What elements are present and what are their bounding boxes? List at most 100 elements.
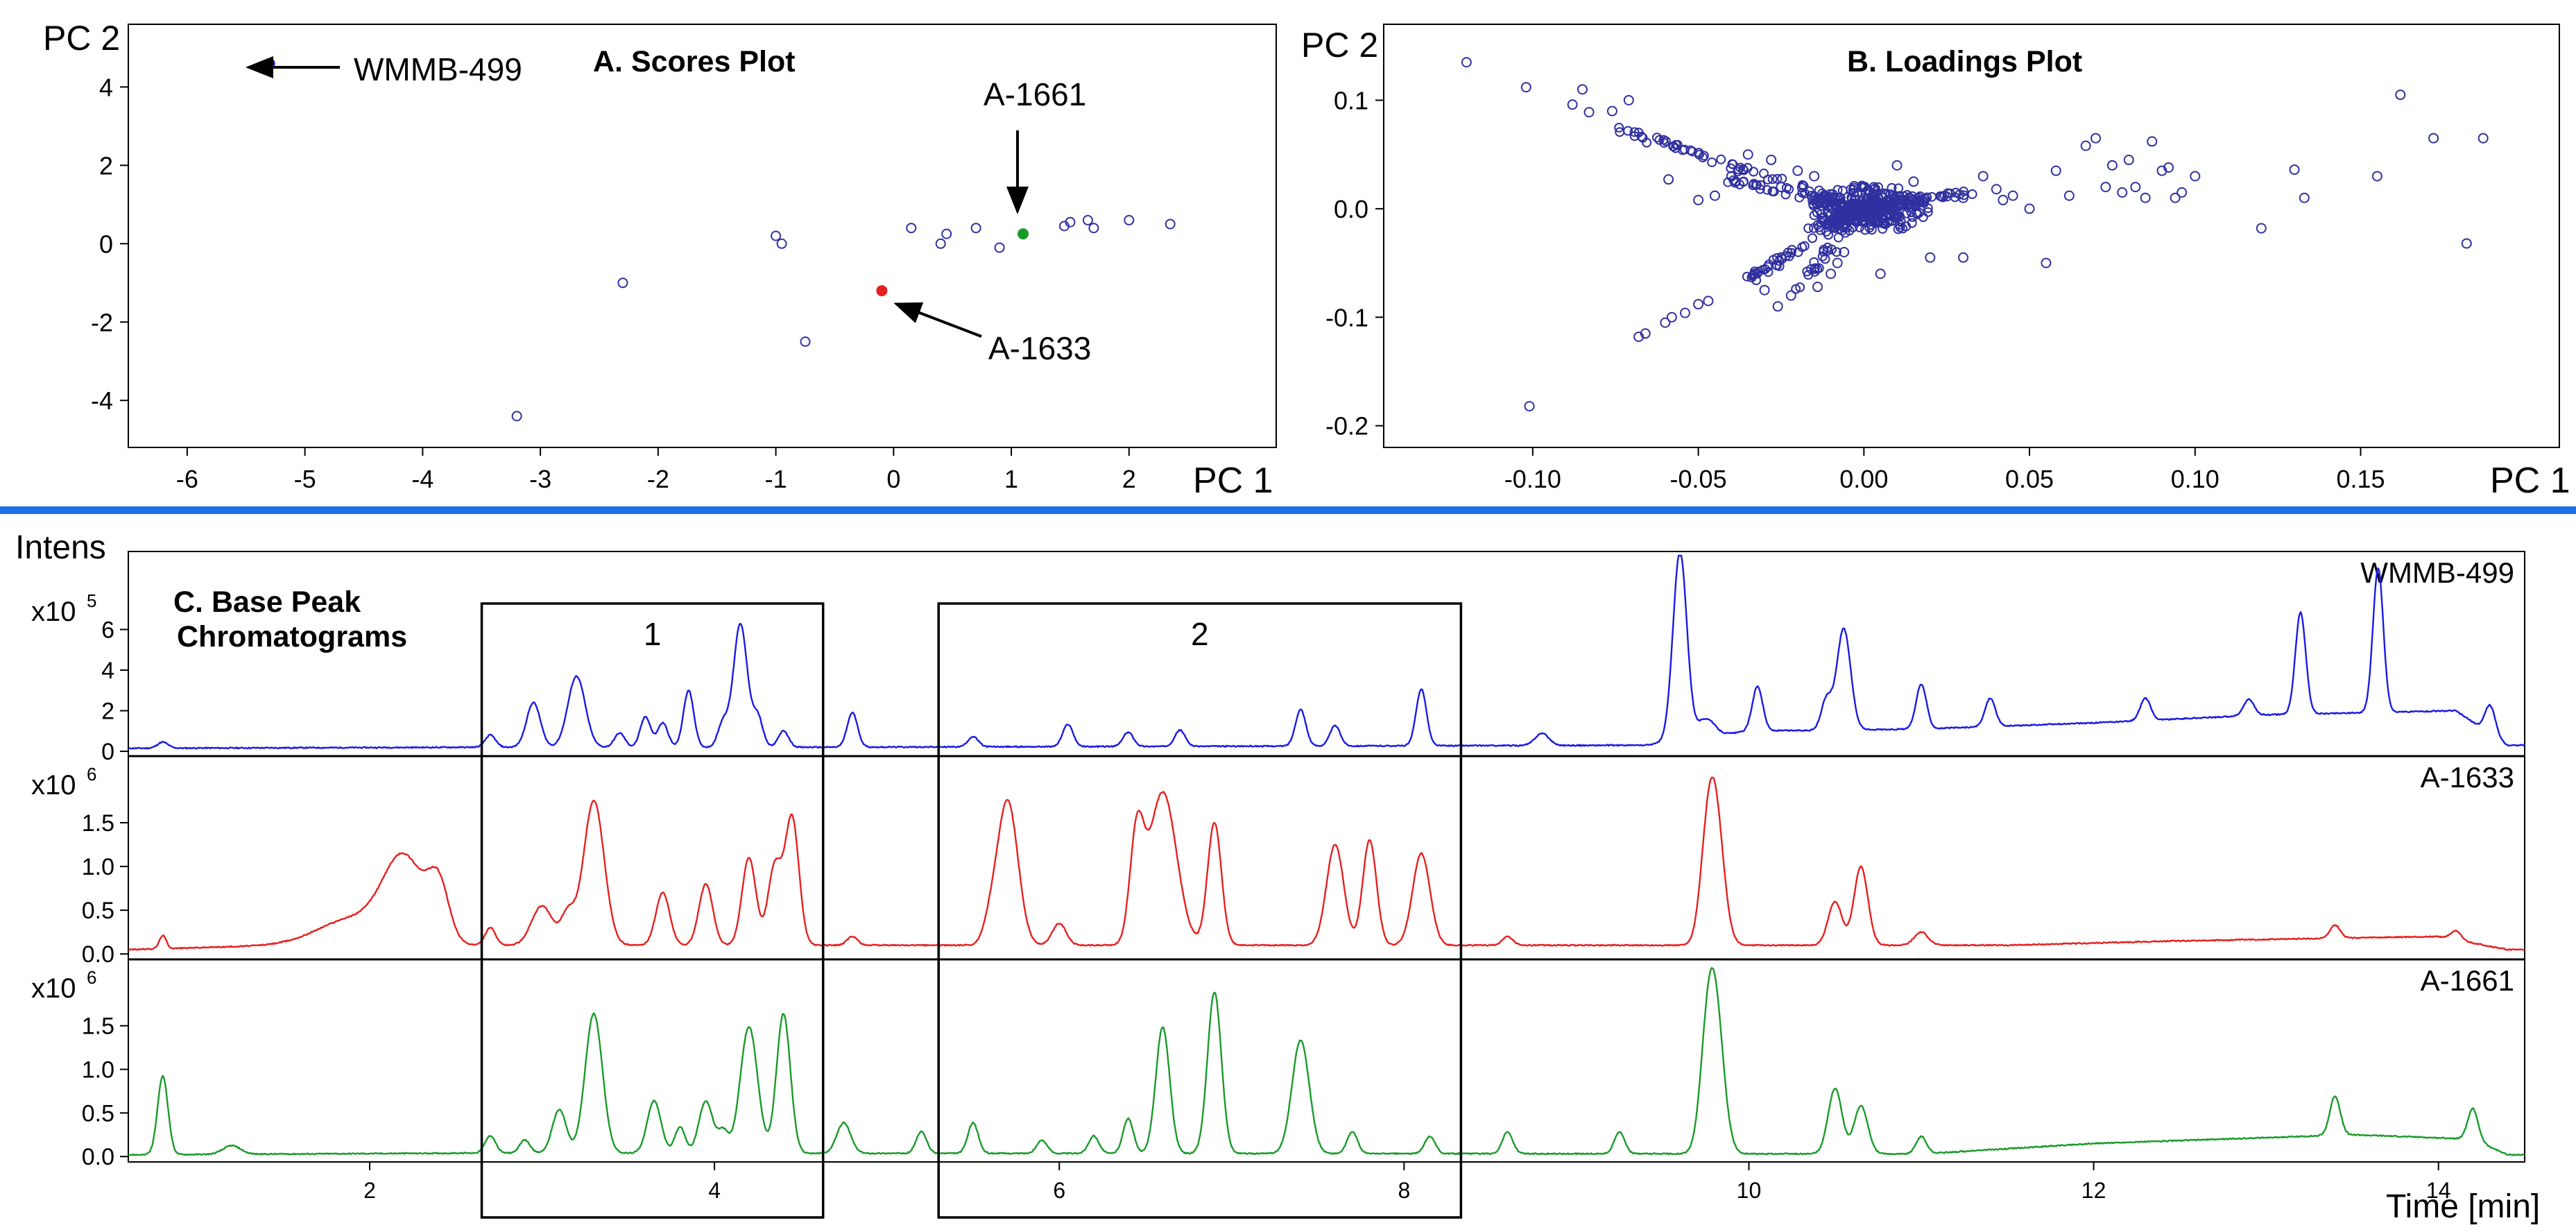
- scores-point: [1082, 214, 1093, 225]
- chromatogram-scale-label: x10: [31, 597, 76, 627]
- loadings-point: [1958, 192, 1969, 203]
- loadings-point: [1938, 192, 1948, 203]
- loadings-point: [1742, 149, 1753, 160]
- scores-x-tick-label: -6: [176, 465, 198, 493]
- scores-point: [511, 411, 522, 422]
- scores-x-tick-label: -1: [765, 465, 787, 493]
- loadings-point: [1785, 290, 1796, 301]
- loadings-point: [2256, 223, 2267, 234]
- scores-x-tick-label: -4: [411, 465, 433, 493]
- loadings-point: [1819, 191, 1829, 202]
- loadings-point: [1908, 176, 1919, 187]
- chromatogram-x-tick-label: 2: [363, 1178, 376, 1203]
- loadings-point: [1870, 183, 1880, 194]
- loadings-point: [1651, 132, 1662, 143]
- loadings-point: [2299, 192, 2310, 203]
- loadings-point: [2007, 190, 2018, 201]
- loadings-point: [2478, 132, 2489, 144]
- loadings-point: [1672, 139, 1683, 150]
- scores-point: [994, 242, 1005, 253]
- loadings-point: [1772, 173, 1783, 184]
- loadings-point: [1461, 57, 1472, 68]
- chromatogram-x-tick-label: 14: [2426, 1178, 2451, 1203]
- loadings-point: [1694, 149, 1704, 160]
- loadings-point: [1912, 209, 1922, 219]
- loadings-point: [2063, 190, 2075, 201]
- chromatogram-x-tick-label: 10: [1737, 1178, 1762, 1203]
- loadings-point: [1858, 182, 1869, 193]
- loadings-x-tick-label: 0.10: [2171, 465, 2219, 493]
- loadings-point: [1945, 188, 1955, 198]
- loadings-point: [1942, 191, 1952, 202]
- loadings-point: [1839, 246, 1850, 257]
- chromatogram-series-name: A-1633: [2421, 761, 2514, 794]
- loadings-point: [1917, 194, 1927, 205]
- label-a-1661: A-1661: [984, 76, 1086, 112]
- loadings-point: [2371, 171, 2382, 182]
- loadings-point: [2170, 192, 2181, 203]
- chromatogram-y-tick-label: 0.5: [82, 1100, 114, 1127]
- label-wmmb-499: WMMB-499: [354, 51, 522, 87]
- loadings-point: [1880, 188, 1890, 198]
- scores-point: [941, 228, 952, 239]
- loadings-point: [1772, 301, 1783, 312]
- loadings-point: [1660, 317, 1671, 328]
- loadings-point: [1636, 131, 1647, 142]
- loadings-y-tick-label: -0.2: [1325, 412, 1368, 440]
- loadings-point: [2050, 165, 2061, 176]
- loadings-point: [1703, 296, 1714, 307]
- loadings-point: [1693, 194, 1704, 205]
- chromatogram-traces: [128, 554, 2525, 1156]
- loadings-point: [1848, 209, 1858, 220]
- loadings-point: [1967, 189, 1977, 199]
- loadings-point: [1880, 189, 1891, 200]
- loadings-point: [2090, 132, 2102, 144]
- scores-x-tick-label: 2: [1122, 465, 1136, 493]
- loadings-point: [1679, 307, 1690, 318]
- loadings-y-axis-label: PC 2: [1301, 26, 1378, 65]
- loadings-point: [1875, 268, 1886, 280]
- loadings-axes: -0.10 -0.05 0.00 0.05 0.10 0.15 -0.2 -0.1 0.0 0.1: [1325, 86, 2385, 493]
- loadings-point: [2163, 162, 2174, 173]
- loadings-point: [2395, 89, 2406, 101]
- loadings-point: [1606, 105, 1617, 117]
- scores-y-tick-label: 4: [99, 73, 113, 101]
- loadings-point: [1733, 164, 1744, 175]
- loadings-point: [1762, 262, 1773, 272]
- loadings-point: [1998, 194, 2009, 205]
- loadings-point: [1799, 241, 1810, 251]
- scores-point: [1088, 223, 1099, 234]
- loadings-point: [2130, 182, 2141, 193]
- scores-point: [771, 230, 782, 241]
- chromatogram-series-name: WMMB-499: [2360, 556, 2514, 589]
- chromatogram-y-tick-label: 2: [101, 699, 114, 725]
- scores-x-tick-label: -2: [647, 465, 669, 493]
- scores-y-tick-label: 2: [99, 151, 113, 180]
- scores-point-a-1661: [1017, 228, 1029, 240]
- chromatogram-x-tick-label: 6: [1053, 1178, 1065, 1203]
- loadings-point: [1716, 154, 1726, 164]
- loadings-point: [1884, 204, 1895, 214]
- loadings-point: [1927, 191, 1937, 202]
- loadings-point: [1759, 169, 1769, 179]
- loadings-point: [1629, 127, 1640, 137]
- loadings-point: [1742, 162, 1753, 173]
- loadings-point: [1853, 207, 1863, 218]
- chromatogram-scale-exponent: 6: [87, 967, 96, 988]
- loadings-point: [1755, 180, 1766, 190]
- loadings-point: [1693, 299, 1704, 310]
- loadings-point: [1923, 207, 1933, 217]
- scores-point-a-1633: [876, 285, 888, 297]
- loadings-point: [1792, 165, 1803, 176]
- chromatogram-x-tick-label: 8: [1398, 1178, 1410, 1203]
- scores-point: [935, 238, 946, 249]
- loadings-point: [1707, 157, 1717, 167]
- loadings-point: [1851, 209, 1861, 220]
- loadings-point: [1895, 199, 1905, 209]
- chromatogram-region-box: [937, 602, 1463, 1219]
- scores-x-tick-label: -5: [294, 465, 316, 493]
- loadings-point: [1823, 230, 1834, 240]
- scores-point: [970, 223, 981, 234]
